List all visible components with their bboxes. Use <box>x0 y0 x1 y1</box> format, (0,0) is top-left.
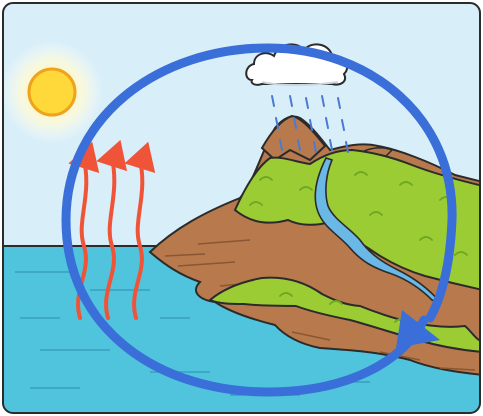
rain-drops-icon <box>271 95 349 153</box>
evaporation-arrow <box>96 139 128 320</box>
cycle-circle-arrow-icon <box>61 43 457 397</box>
evaporation-arrow <box>124 141 156 320</box>
sun-icon <box>3 40 104 144</box>
